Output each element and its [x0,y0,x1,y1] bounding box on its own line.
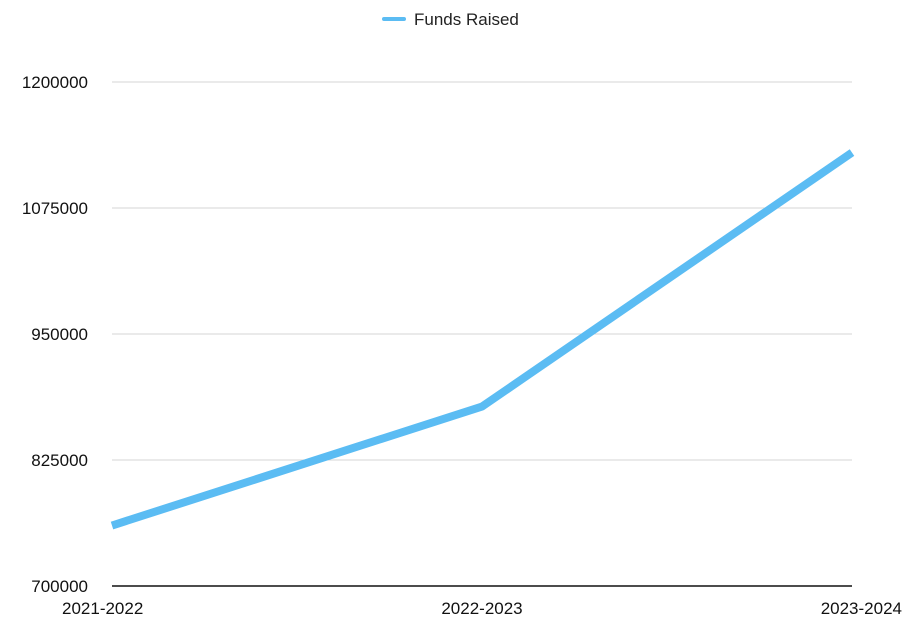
series-line-funds-raised [110,149,855,530]
y-tick-label: 825000 [31,451,88,470]
y-tick-label: 700000 [31,577,88,596]
y-tick-label: 950000 [31,325,88,344]
x-axis: 2021-2022 2022-2023 2023-2024 [62,585,902,618]
legend: Funds Raised [382,10,519,29]
data-point [481,406,483,408]
y-tick-label: 1075000 [22,199,88,218]
y-axis: 1200000 1075000 950000 825000 700000 [22,73,88,596]
x-tick-label: 2021-2022 [62,599,143,618]
data-point [111,525,113,527]
gridlines [112,81,852,461]
series-layer [110,149,855,530]
x-tick-label: 2023-2024 [821,599,902,618]
x-tick-label: 2022-2023 [441,599,522,618]
legend-label: Funds Raised [414,10,519,29]
data-point [851,152,853,154]
y-tick-label: 1200000 [22,73,88,92]
